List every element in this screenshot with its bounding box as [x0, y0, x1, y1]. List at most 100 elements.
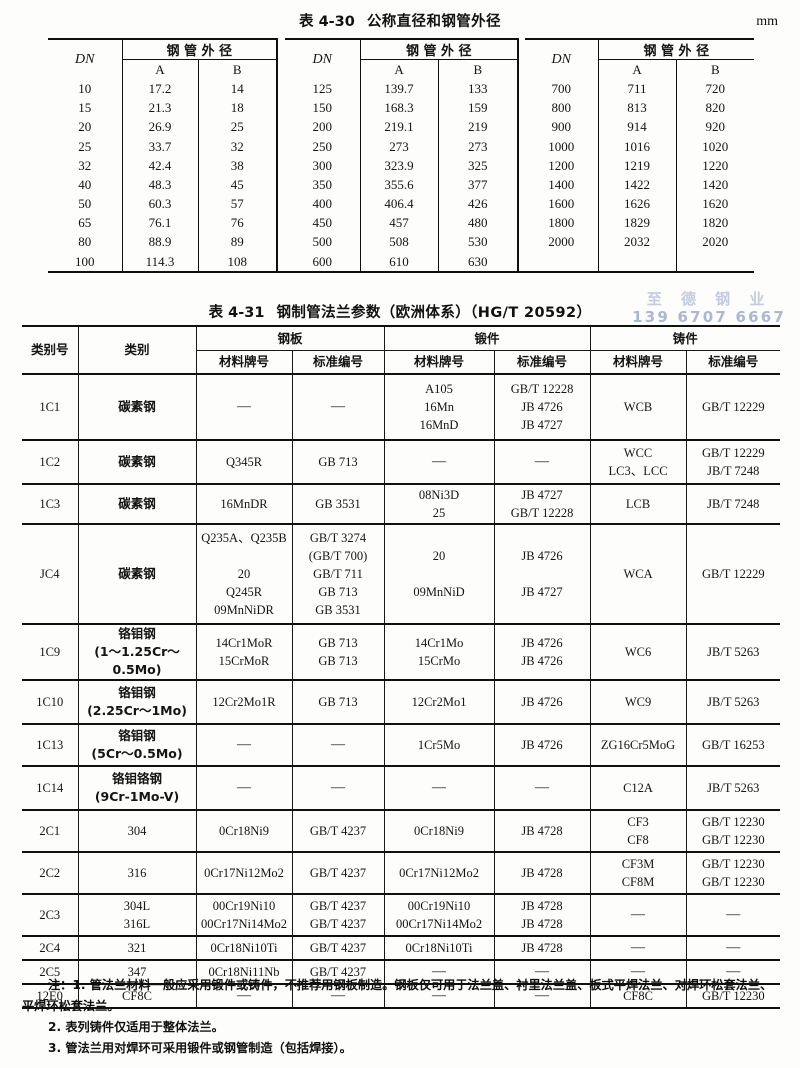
t430-gap: [517, 117, 526, 137]
t430-cell-a: 139.7: [360, 79, 439, 99]
t431-cell-plate-grade: Q235A、Q235B 20 Q245R 09MnNiDR: [195, 524, 293, 625]
t430-cell-a: 1626: [598, 194, 677, 214]
t431-cell-no: 1C1: [22, 374, 79, 441]
t430-cell-a: 1219: [598, 156, 677, 176]
t431-cell-no: 12E0: [22, 984, 79, 1010]
table-4-30-wrapper: DN 钢 管 外 径 DN 钢 管 外 径 DN 钢 管 外 径 A B A B…: [48, 37, 755, 274]
t431-cell-plate-grade: —: [195, 766, 293, 812]
t431-cell-forge-grade: —: [383, 766, 495, 812]
t430-cell-dn: 350: [285, 175, 361, 195]
t431-cell-cast-std: GB/T 16253: [685, 724, 781, 768]
t431-cell-cast-grade: WC9: [589, 680, 687, 726]
t431-cell-cat: 321: [77, 936, 197, 962]
table-row: 1C10 铬钼钢 (2.25Cr～1Mo) 12Cr2Mo1R GB 713 12Cr2M…: [22, 680, 781, 726]
t430-cell-b: 1420: [702, 176, 729, 192]
t431-cell-cat: CF8C: [77, 984, 197, 1010]
table-row: 1C9 铬钼钢 (1～1.25Cr～0.5Mo) 14Cr1MoR 15CrMoR GB …: [22, 624, 781, 682]
table-4-31-caption: 钢制管法兰参数（欧洲体系）（HG/T 20592）: [276, 305, 592, 321]
t431-cell-cast-std: GB/T 12230 GB/T 12230: [685, 810, 781, 854]
t430-h-a-1: A: [122, 59, 199, 80]
t431-cell-no: JC4: [22, 524, 79, 625]
t430-cell-b: 920: [705, 119, 726, 135]
table-4-31-wrapper: 类别号 类别 钢板 锻件 铸件 材料牌号 标准编号 材料牌号 标准编号 材料牌号 标准编号 1C1 碳素…: [22, 325, 781, 1010]
t430-cell-dn: 10: [48, 79, 123, 99]
t431-cell-no: 2C1: [22, 810, 79, 854]
t430-gap-1: [276, 39, 286, 80]
t431-cell-plate-std: GB/T 4237: [291, 960, 385, 986]
t430-gap: [517, 98, 526, 118]
t431-cell-plate-grade: 0Cr18Ni11Nb: [195, 960, 293, 986]
table-4-31-header-row-1: 类别号 类别 钢板 锻件 铸件: [22, 325, 781, 375]
t430-cell-a: 406.4: [360, 194, 439, 214]
t431-cell-cat: 347: [77, 960, 197, 986]
t430-h-group-3: 钢 管 外 径: [598, 38, 755, 61]
t431-cell-plate-std: GB/T 4237: [291, 936, 385, 962]
table-row: 50 60.3 57 400 406.4 426 1600 1626 1620: [48, 194, 754, 214]
t430-gap: [517, 136, 526, 157]
t431-h-sub_std-5: 标准编号: [685, 350, 781, 375]
t430-cell-b: 630: [438, 252, 519, 274]
note-item-3: 3. 管法兰用对焊环可采用锻件或钢管制造（包括焊接）。: [48, 1040, 352, 1055]
t431-cell-plate-grade: 14Cr1MoR 15CrMoR: [195, 624, 293, 682]
t431-cell-cast-grade: ZG16Cr5MoG: [589, 724, 687, 768]
t431-h-group-plate: 钢板: [195, 325, 385, 351]
t430-cell-dn: 1800: [525, 213, 599, 233]
t430-cell-dn: 50: [48, 194, 123, 214]
t431-cell-forge-std: —: [493, 440, 591, 485]
t431-h-cat: 类别: [77, 325, 197, 375]
table-4-30-number: 表 4-30: [299, 14, 355, 30]
t430-cell-b: [676, 252, 755, 274]
t431-h-cat-no: 类别号: [22, 325, 79, 375]
t430-cell-a: 323.9: [360, 156, 439, 176]
t430-cell-b: 1220: [702, 157, 729, 173]
t431-h-group-cast: 铸件: [589, 325, 781, 351]
t430-cell-a: 48.3: [122, 175, 199, 195]
t431-cell-cat: 碳素钢: [77, 374, 197, 441]
t431-cell-plate-std: GB 713 GB 713: [291, 624, 385, 682]
t431-h-sub_std-1: 标准编号: [291, 350, 385, 375]
t431-cell-forge-std: JB 4727 GB/T 12228: [493, 484, 591, 525]
t430-cell-a: 17.2: [122, 79, 199, 99]
table-row: 1C3 碳素钢 16MnDR GB 3531 08Ni3D 25 JB 4727 GB/T 1…: [22, 484, 781, 525]
t430-cell-dn: 900: [525, 117, 599, 137]
table-4-30-caption: 公称直径和钢管外径: [366, 14, 501, 30]
t431-cell-cast-std: JB/T 5263: [685, 680, 781, 726]
t431-cell-plate-grade: 00Cr19Ni10 00Cr17Ni14Mo2: [195, 894, 293, 938]
table-row: 20 26.9 25 200 219.1 219 900 914 920: [48, 117, 754, 137]
t431-cell-plate-std: GB/T 4237: [291, 852, 385, 896]
t431-cell-plate-std: GB/T 3274 (GB/T 700) GB/T 711 GB 713 GB 3531: [291, 524, 385, 625]
t430-gap: [517, 156, 526, 176]
t430-cell-dn: 450: [285, 213, 361, 233]
table-4-30-header-row-1: DN 钢 管 外 径 DN 钢 管 外 径 DN 钢 管 外 径: [48, 37, 755, 80]
t431-cell-cat: 铬钼钢 (1～1.25Cr～0.5Mo): [77, 624, 197, 682]
t431-cell-cat: 316: [77, 852, 197, 896]
t430-cell-b: 480: [468, 215, 488, 231]
t430-cell-b: 25: [230, 119, 244, 135]
t430-cell-dn: 1400: [525, 175, 599, 195]
t430-cell-b: 14: [230, 80, 244, 96]
t430-cell-b: 89: [230, 234, 244, 250]
t430-cell-dn: 15: [48, 98, 123, 118]
t430-gap: [276, 213, 286, 233]
t431-cell-forge-grade: —: [383, 960, 495, 986]
table-4-30-unit: mm: [756, 14, 778, 29]
t430-cell-a: 813: [598, 98, 677, 118]
t431-cell-no: 1C13: [22, 724, 79, 768]
t430-cell-dn: 1200: [525, 156, 599, 176]
t430-cell-a: 711: [598, 79, 677, 99]
t430-gap: [517, 232, 526, 253]
t431-cell-cast-grade: CF8C: [589, 984, 687, 1010]
t430-h-b-2: B: [473, 61, 483, 77]
t430-cell-dn: 500: [285, 232, 361, 253]
table-row: 2C2 316 0Cr17Ni12Mo2 GB/T 4237 0Cr17Ni12Mo2 J…: [22, 852, 781, 896]
t430-gap: [276, 232, 286, 253]
t430-cell-dn: 125: [285, 79, 361, 99]
t431-cell-plate-grade: 0Cr18Ni9: [195, 810, 293, 854]
t431-cell-no: 1C2: [22, 440, 79, 485]
t430-gap: [276, 156, 286, 176]
t431-cell-forge-std: JB 4728 JB 4728: [493, 894, 591, 938]
t431-cell-forge-grade: 0Cr18Ni9: [383, 810, 495, 854]
t431-cell-forge-std: —: [493, 984, 591, 1010]
t430-cell-a: 508: [360, 232, 439, 253]
